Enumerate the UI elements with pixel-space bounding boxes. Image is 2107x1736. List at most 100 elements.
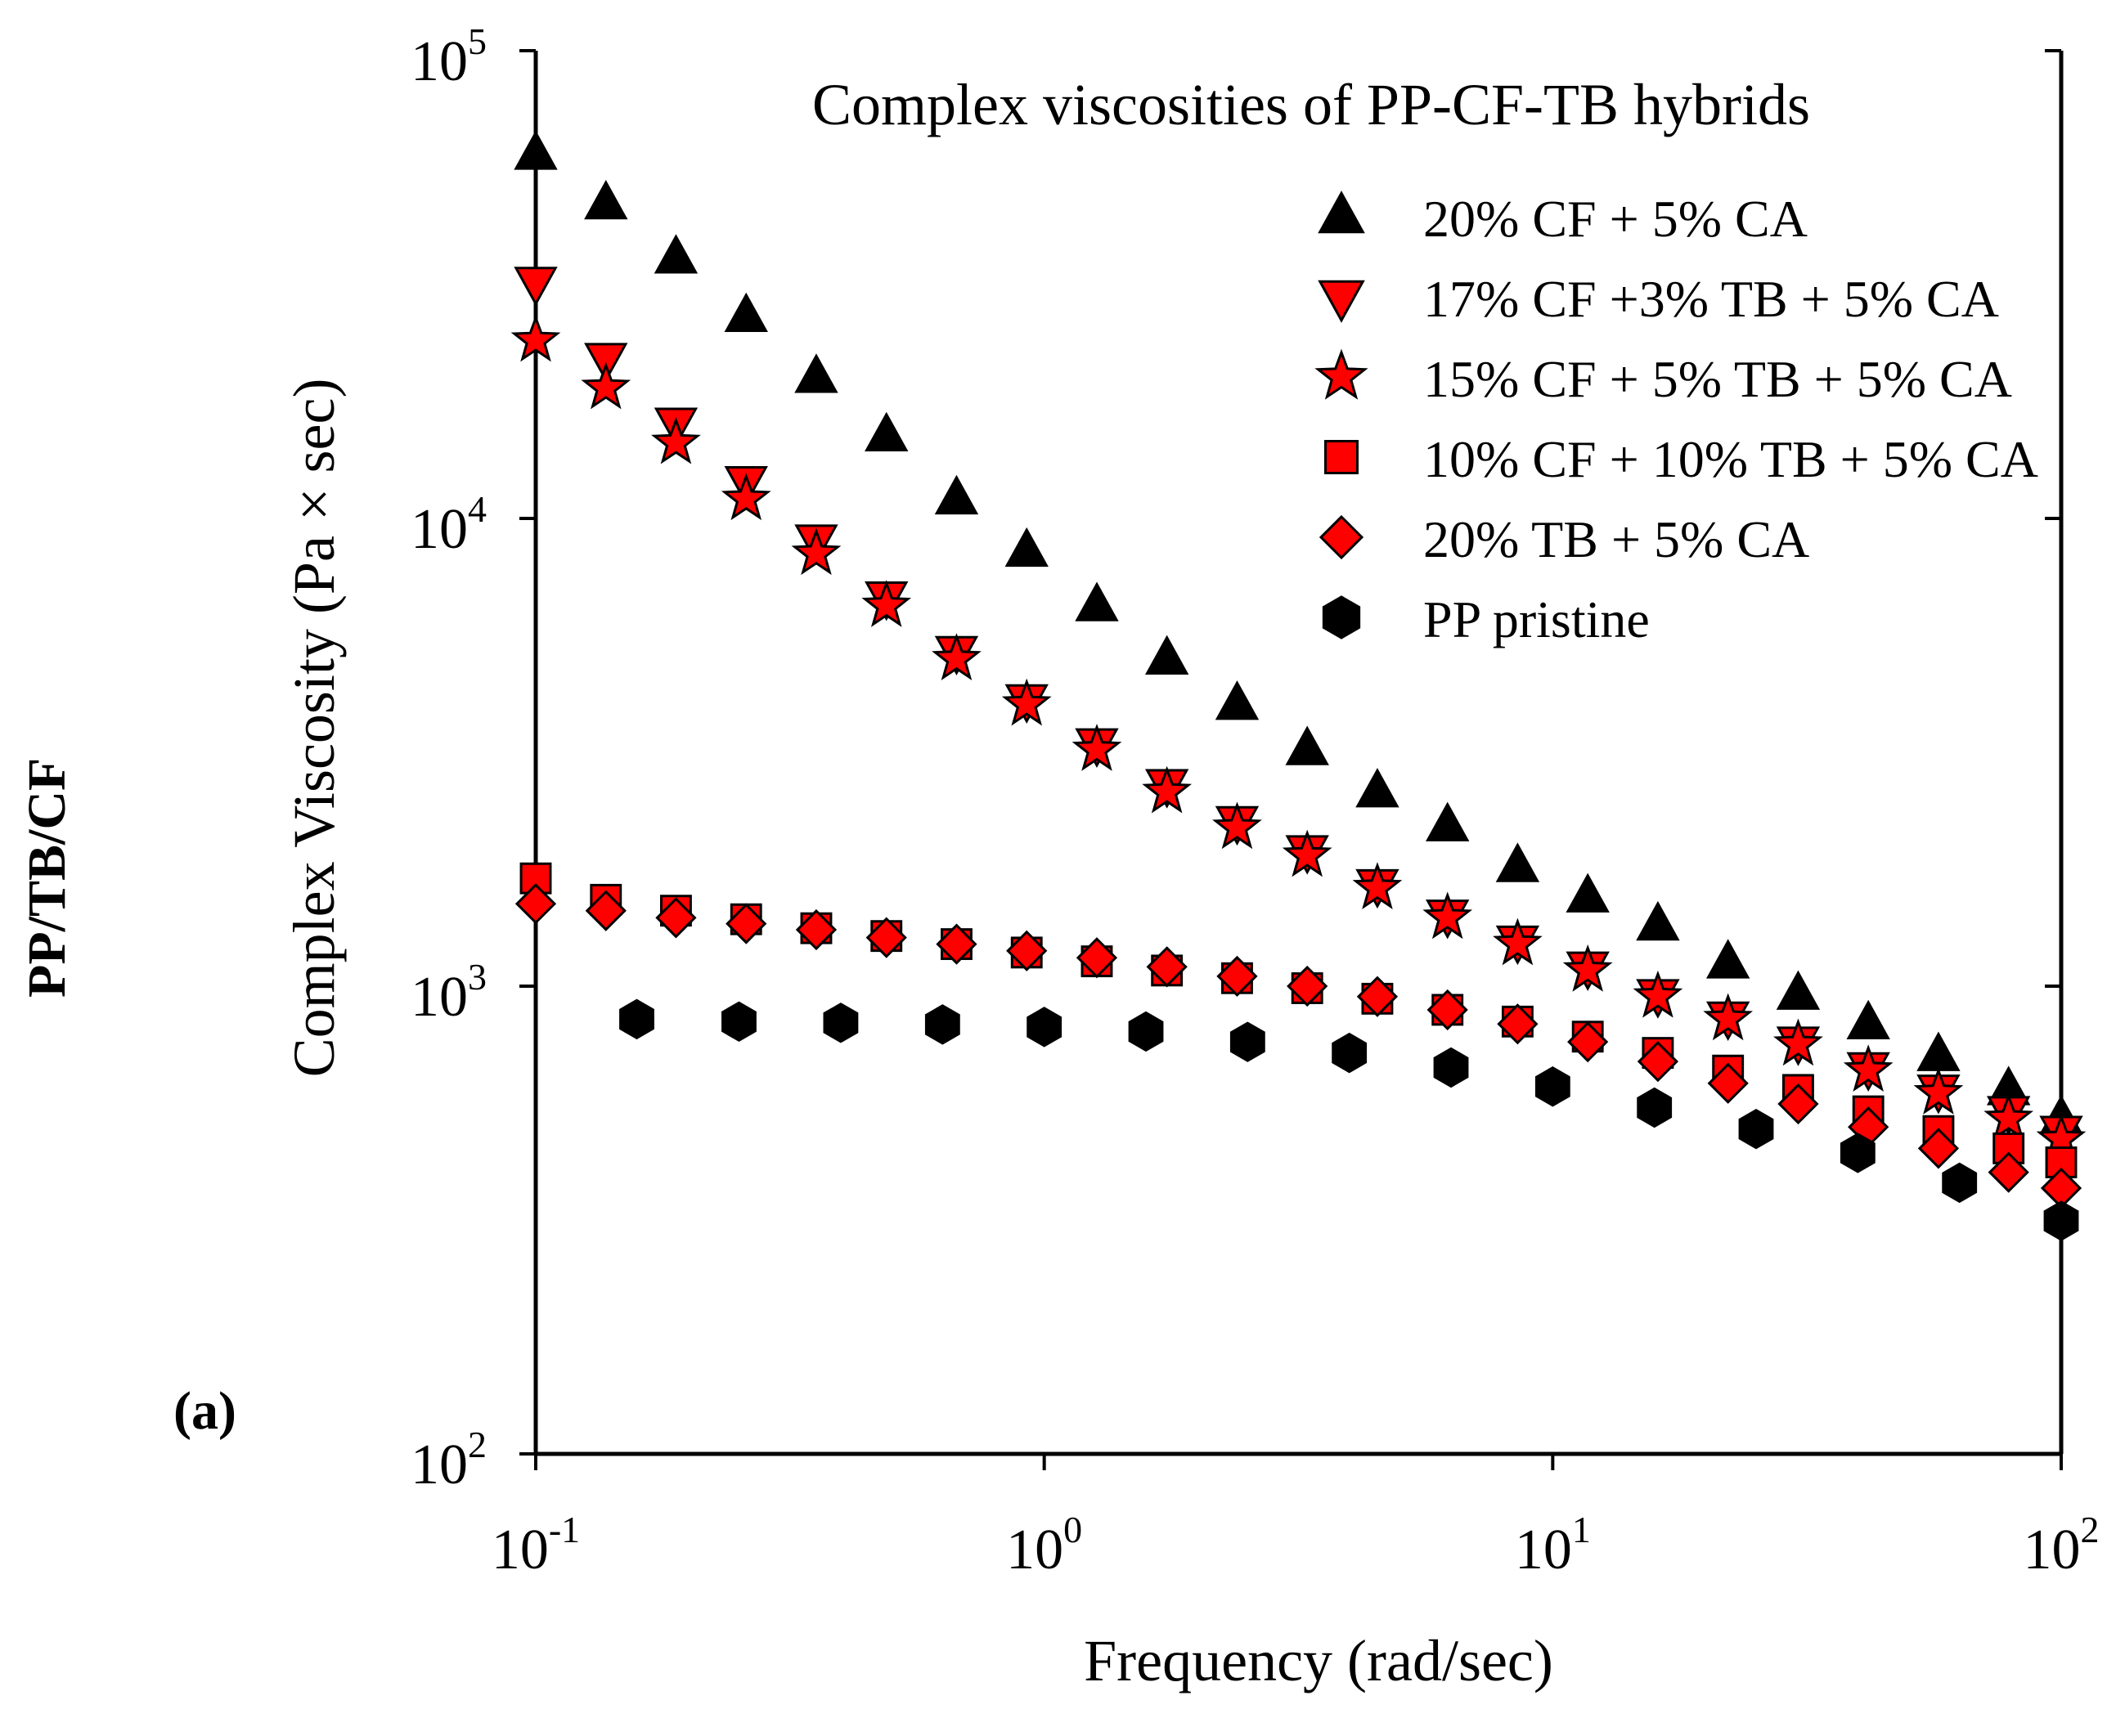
y-axis-label: Complex Viscosity (Pa × sec): [281, 379, 347, 1078]
data-point: [1637, 1087, 1673, 1128]
y-tick-label: 105: [411, 20, 487, 93]
x-axis-label: Frequency (rad/sec): [1084, 1628, 1553, 1693]
panel-label: (a): [173, 1381, 236, 1441]
data-point: [1075, 581, 1119, 621]
data-point: [721, 473, 771, 521]
data-point: [1426, 801, 1470, 841]
data-point: [1287, 965, 1328, 1007]
data-point: [1216, 955, 1258, 998]
data-point: [1027, 1007, 1062, 1047]
data-point: [514, 883, 557, 925]
data-point: [865, 917, 907, 958]
data-point: [2043, 1200, 2079, 1241]
tick-labels: 102 103 104 105 10-1 100 101 102: [411, 20, 2100, 1581]
data-point: [1282, 829, 1332, 877]
data-point: [924, 1004, 960, 1045]
data-point: [721, 1001, 757, 1043]
data-point: [1493, 917, 1543, 966]
y-tick-label: 104: [411, 488, 487, 561]
data-point: [585, 890, 627, 931]
data-point: [795, 908, 838, 951]
data-point: [823, 1003, 859, 1043]
data-point: [1566, 872, 1610, 913]
data-point: [1846, 999, 1890, 1040]
data-point: [1913, 1067, 1964, 1115]
x-tick-label: 101: [1515, 1509, 1591, 1581]
data-point: [584, 180, 628, 220]
data-point: [1707, 1062, 1749, 1104]
series-4: [514, 883, 2082, 1209]
side-title: PP/TB/CF: [17, 757, 77, 998]
data-point: [1773, 1018, 1823, 1066]
data-point: [1285, 725, 1329, 765]
legend-marker: [1318, 191, 1365, 234]
legend-label: PP pristine: [1423, 590, 1650, 648]
data-point: [514, 130, 558, 170]
data-point: [791, 527, 842, 576]
data-point: [1352, 862, 1403, 909]
data-point: [1636, 900, 1680, 941]
data-point: [1776, 970, 1821, 1010]
data-point: [1433, 1047, 1469, 1088]
data-point: [936, 923, 977, 965]
legend-marker: [1319, 514, 1364, 560]
x-tick-label: 100: [1006, 1509, 1082, 1581]
data-point: [1703, 993, 1754, 1041]
legend-label: 20% TB + 5% CA: [1423, 510, 1809, 568]
data-point: [581, 361, 631, 410]
data-point: [1146, 946, 1188, 988]
data-point: [865, 411, 909, 452]
data-point: [514, 267, 558, 307]
data-markers: [510, 130, 2087, 1241]
data-point: [1495, 842, 1540, 882]
chart-title: Complex viscosities of PP-CF-TB hybrids: [812, 72, 1810, 137]
data-point: [1212, 801, 1262, 850]
legend-label: 17% CF +3% TB + 5% CA: [1423, 270, 1999, 328]
data-point: [724, 292, 768, 333]
data-point: [1426, 989, 1468, 1031]
data-point: [654, 234, 699, 274]
legend-marker: [1324, 440, 1359, 474]
data-point: [1229, 1021, 1265, 1062]
data-point: [1076, 937, 1118, 979]
data-point: [1144, 635, 1189, 675]
data-point: [1128, 1011, 1164, 1052]
legend-label: 10% CF + 10% TB + 5% CA: [1423, 430, 2038, 488]
data-point: [1777, 1083, 1819, 1125]
data-point: [1004, 527, 1049, 567]
data-point: [510, 314, 561, 362]
legend: 20% CF + 5% CA 17% CF +3% TB + 5% CA 15% C…: [1314, 190, 2038, 648]
data-point: [651, 416, 701, 464]
data-point: [726, 903, 767, 944]
data-point: [1356, 976, 1399, 1017]
data-point: [1983, 1092, 2034, 1141]
legend-label: 20% CF + 5% CA: [1423, 190, 1808, 248]
data-point: [1705, 939, 1750, 979]
data-point: [1840, 1133, 1876, 1173]
tick-marks: [519, 49, 2063, 1470]
data-point: [794, 353, 838, 393]
data-point: [1633, 970, 1683, 1018]
data-point: [1142, 765, 1193, 814]
data-point: [1534, 1066, 1570, 1107]
data-point: [1071, 724, 1122, 771]
series-5: [619, 998, 2079, 1241]
legend-marker: [1318, 280, 1365, 323]
data-point: [861, 580, 912, 627]
data-point: [932, 633, 982, 681]
series-2: [510, 314, 2087, 1161]
data-point: [655, 897, 697, 939]
data-point: [934, 474, 979, 515]
data-point: [1988, 1151, 2029, 1193]
data-point: [1355, 768, 1399, 808]
data-point: [619, 998, 654, 1040]
data-point: [1917, 1128, 1960, 1169]
x-tick-label: 10-1: [492, 1509, 580, 1581]
data-point: [1738, 1108, 1774, 1150]
data-point: [1497, 1003, 1539, 1045]
legend-marker: [1322, 595, 1361, 639]
y-tick-label: 102: [411, 1424, 487, 1496]
legend-label: 15% CF + 5% TB + 5% CA: [1423, 350, 2012, 408]
y-tick-label: 103: [411, 956, 487, 1029]
